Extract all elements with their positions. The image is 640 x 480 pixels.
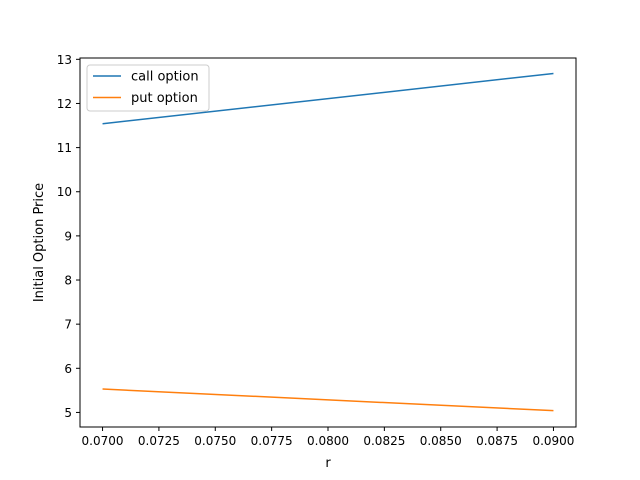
series-layer (102, 72, 554, 412)
legend: call option put option (86, 64, 210, 112)
y-axis-ticks: 5 6 7 8 9 10 11 12 13 (57, 53, 80, 420)
legend-label-put-option: put option (131, 91, 198, 106)
y-tick-label: 13 (57, 53, 72, 67)
x-tick-label: 0.0800 (307, 434, 349, 448)
x-tick-label: 0.0900 (532, 434, 574, 448)
y-tick-label: 10 (57, 185, 72, 199)
y-tick-label: 5 (64, 406, 72, 420)
x-tick-label: 0.0825 (363, 434, 405, 448)
x-axis-ticks: 0.0700 0.0725 0.0750 0.0775 0.0800 0.0825 0.08… (82, 427, 574, 448)
x-tick-label: 0.0850 (420, 434, 462, 448)
x-tick-label: 0.0875 (476, 434, 518, 448)
series-line-call-option (102, 72, 554, 125)
x-tick-label: 0.0725 (138, 434, 180, 448)
plot-area (79, 57, 577, 428)
y-tick-label: 9 (64, 229, 72, 243)
y-axis-label: Initial Option Price (32, 183, 47, 302)
axes-frame (79, 57, 577, 428)
series-line-put-option (102, 388, 554, 412)
legend-label-call-option: call option (131, 70, 199, 85)
y-tick-label: 6 (64, 362, 72, 376)
y-tick-label: 7 (64, 318, 72, 332)
x-tick-label: 0.0775 (251, 434, 293, 448)
x-tick-label: 0.0750 (194, 434, 236, 448)
x-tick-label: 0.0700 (82, 434, 124, 448)
y-tick-label: 8 (64, 274, 72, 288)
y-tick-label: 11 (57, 141, 72, 155)
x-axis-label: r (325, 456, 331, 471)
y-tick-label: 12 (57, 97, 72, 111)
